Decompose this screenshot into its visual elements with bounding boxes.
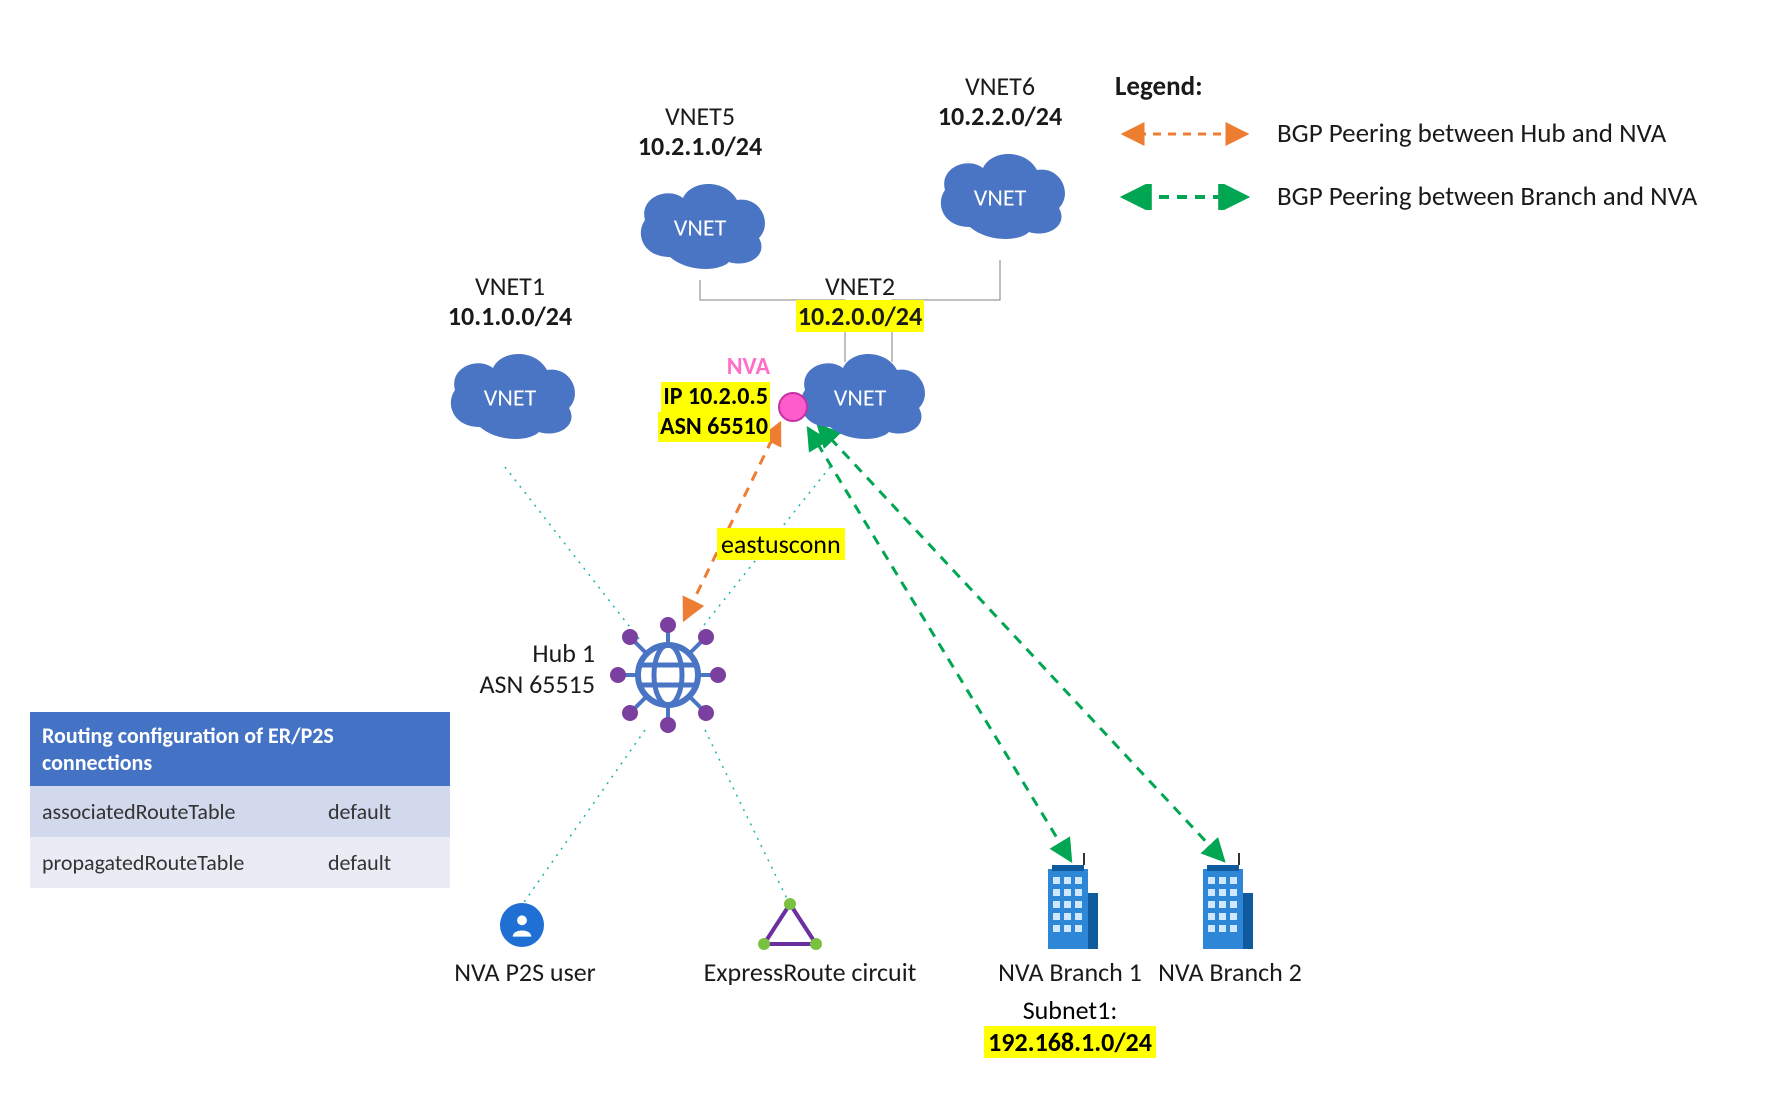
cloud-icon: VNET [625, 172, 775, 272]
table-cell-key: propagatedRouteTable [30, 837, 316, 888]
vnet6-inner: VNET [925, 183, 1075, 212]
nva-label: NVA [620, 352, 770, 382]
vnet5-inner: VNET [625, 213, 775, 242]
branch1-building-icon [1042, 853, 1100, 958]
p2s-user-label: NVA P2S user [430, 956, 620, 988]
nva-dot-icon [778, 392, 808, 422]
branch2-label: NVA Branch 2 [1130, 956, 1330, 988]
legend-title: Legend: [1115, 70, 1697, 103]
cloud-icon: VNET [435, 342, 585, 442]
table-cell-key: associatedRouteTable [30, 786, 316, 837]
hub-label: Hub 1 ASN 65515 [430, 638, 595, 700]
legend-arrow-green-icon [1115, 184, 1255, 210]
cloud-vnet5: VNET5 10.2.1.0/24 VNET [610, 100, 790, 272]
table-row: associatedRouteTable default [30, 786, 450, 837]
vnet1-cidr: 10.1.0.0/24 [420, 300, 600, 332]
vnet2-name: VNET2 [770, 270, 950, 302]
cloud-icon: VNET [925, 142, 1075, 242]
branch2-building-icon [1197, 853, 1255, 958]
legend-arrow-orange-icon [1115, 121, 1255, 147]
legend: Legend: BGP Peering between Hub and NVA … [1115, 70, 1697, 243]
table-row: propagatedRouteTable default [30, 837, 450, 888]
legend-row-green: BGP Peering between Branch and NVA [1115, 180, 1697, 213]
vnet6-cidr: 10.2.2.0/24 [910, 100, 1090, 132]
cloud-vnet1: VNET1 10.1.0.0/24 VNET [420, 270, 600, 442]
legend-row2-text: BGP Peering between Branch and NVA [1277, 180, 1697, 213]
hub-line1: Hub 1 [430, 638, 595, 669]
vnet1-inner: VNET [435, 383, 585, 412]
p2s-user-icon [500, 903, 544, 947]
legend-row1-text: BGP Peering between Hub and NVA [1277, 117, 1666, 150]
diagram-stage: VNET5 10.2.1.0/24 VNET VNET6 10.2.2.0/24… [0, 0, 1785, 1113]
legend-row-orange: BGP Peering between Hub and NVA [1115, 117, 1697, 150]
table-cell-value: default [316, 837, 450, 888]
table-cell-value: default [316, 786, 450, 837]
vnet1-name: VNET1 [420, 270, 600, 302]
vnet2-cidr: 10.2.0.0/24 [796, 300, 924, 332]
vnet6-name: VNET6 [910, 70, 1090, 102]
subnet-info: Subnet1: 192.168.1.0/24 [960, 994, 1180, 1058]
subnet-cidr: 192.168.1.0/24 [984, 1026, 1156, 1058]
nva-ip: IP 10.2.0.5 [661, 382, 770, 412]
vnet5-cidr: 10.2.1.0/24 [610, 130, 790, 162]
connection-name-label: eastusconn [717, 528, 845, 560]
expressroute-label: ExpressRoute circuit [690, 956, 930, 988]
cloud-vnet6: VNET6 10.2.2.0/24 VNET [910, 70, 1090, 242]
routing-table-header: Routing configuration of ER/P2S connecti… [30, 712, 450, 786]
routing-config-table: Routing configuration of ER/P2S connecti… [30, 712, 450, 888]
cloud-icon: VNET [785, 342, 935, 442]
vnet5-name: VNET5 [610, 100, 790, 132]
subnet-line1: Subnet1: [960, 994, 1180, 1026]
nva-asn: ASN 65510 [658, 412, 770, 442]
nva-info: NVA IP 10.2.0.5 ASN 65510 [620, 352, 770, 442]
expressroute-icon [758, 898, 822, 952]
hub-icon [608, 615, 728, 735]
hub-line2: ASN 65515 [430, 669, 595, 700]
